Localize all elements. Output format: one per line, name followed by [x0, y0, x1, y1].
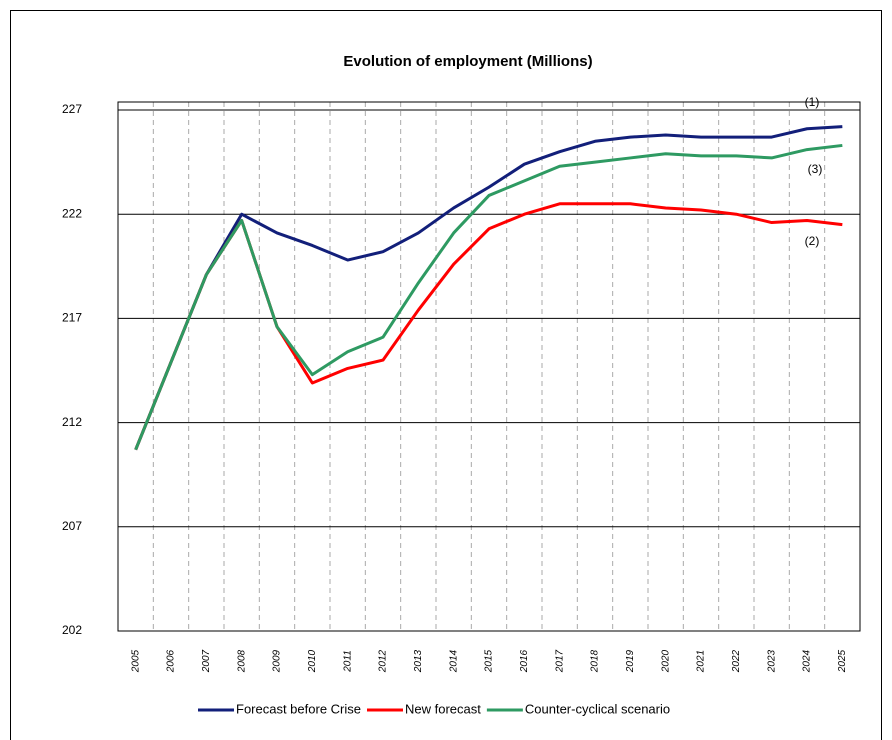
x-tick-label: 2011 [342, 650, 353, 673]
y-tick-label: 212 [62, 415, 82, 429]
x-tick-label: 2018 [590, 649, 601, 673]
series-line [134, 143, 843, 451]
x-tick-label: 2024 [802, 649, 813, 673]
legend-label: Counter-cyclical scenario [525, 701, 670, 716]
x-tick-label: 2008 [236, 649, 247, 673]
legend-label: Forecast before Crise [236, 701, 361, 716]
x-tick-label: 2014 [448, 649, 459, 673]
x-tick-label: 2015 [484, 649, 495, 673]
x-tick-label: 2021 [696, 650, 707, 673]
x-tick-label: 2005 [130, 649, 141, 673]
legend-label: New forecast [405, 701, 481, 716]
x-tick-label: 2025 [837, 649, 848, 673]
x-tick-label: 2013 [413, 649, 424, 673]
x-tick-label: 2019 [625, 649, 636, 673]
x-tick-label: 2023 [766, 649, 777, 673]
annotation: (3) [808, 162, 823, 176]
x-tick-label: 2006 [166, 649, 177, 673]
x-tick-label: 2020 [660, 649, 671, 673]
x-tick-label: 2009 [272, 649, 283, 673]
chart-title: Evolution of employment (Millions) [343, 53, 592, 70]
x-tick-label: 2022 [731, 649, 742, 673]
x-tick-label: 2017 [554, 649, 565, 673]
y-tick-label: 207 [62, 519, 82, 533]
annotation: (2) [805, 234, 820, 248]
y-tick-label: 222 [62, 206, 82, 220]
y-tick-label: 202 [62, 623, 82, 637]
x-tick-label: 2010 [307, 649, 318, 673]
series-line [134, 125, 843, 451]
y-tick-label: 227 [62, 102, 82, 116]
series-line [134, 202, 843, 451]
x-tick-label: 2007 [201, 649, 212, 673]
plot-frame [117, 101, 861, 632]
x-tick-label: 2012 [378, 649, 389, 673]
frame [10, 10, 882, 740]
y-tick-label: 217 [62, 311, 82, 325]
annotation: (1) [805, 95, 820, 109]
x-tick-label: 2016 [519, 649, 530, 673]
